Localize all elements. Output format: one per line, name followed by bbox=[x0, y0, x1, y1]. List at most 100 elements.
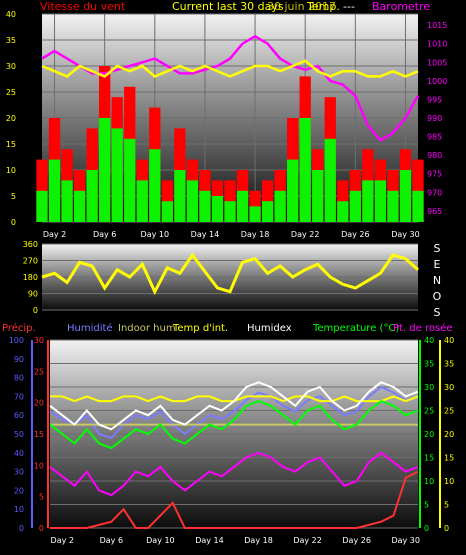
humidex-line bbox=[49, 381, 419, 431]
dew-label: Pt. de rosée bbox=[393, 322, 453, 334]
temperature-tick-label: 25 bbox=[424, 407, 434, 416]
gust-bar bbox=[312, 170, 324, 222]
gust-bar bbox=[236, 190, 249, 222]
humidity-tick-label: 30 bbox=[14, 468, 24, 477]
direction-gridlines bbox=[42, 243, 418, 311]
right-tick-label: 990 bbox=[427, 114, 442, 123]
humidity-tick-label: 10 bbox=[14, 505, 24, 514]
wind-x-axis: Day 2 Day 6 Day 10 Day 14 Day 18 Day 22 Day 26… bbox=[43, 230, 420, 239]
right-tick-label: 970 bbox=[427, 188, 442, 197]
humidity-tick-label: 50 bbox=[14, 430, 24, 439]
x-tick-label: Day 18 bbox=[241, 230, 270, 239]
separator: --- bbox=[343, 0, 355, 13]
indoor-temp-tick-label: 10 bbox=[444, 477, 454, 486]
humidity-tick-label: 0 bbox=[19, 524, 24, 533]
temperature-tick-label: 0 bbox=[424, 524, 429, 533]
x-tick-label: Day 2 bbox=[51, 536, 74, 545]
gust-bar bbox=[249, 206, 261, 222]
current-label: Current last 30 days bbox=[172, 0, 284, 13]
right-tick-label: 995 bbox=[427, 95, 442, 104]
gust-bar bbox=[174, 170, 186, 222]
x-tick-label: Day 6 bbox=[93, 230, 116, 239]
gust-bar bbox=[136, 180, 148, 222]
gust-bar bbox=[412, 190, 424, 222]
humidity-tick-label: 80 bbox=[14, 374, 24, 383]
gust-bar bbox=[387, 190, 399, 222]
indoor-temp-tick-label: 25 bbox=[444, 407, 454, 416]
humidity-tick-label: 100 bbox=[9, 336, 24, 345]
gust-bar bbox=[99, 118, 111, 222]
direction-series bbox=[41, 252, 419, 296]
gust-bar bbox=[399, 170, 412, 222]
gust-bar bbox=[362, 180, 374, 222]
indoor-temp-tick-label: 30 bbox=[444, 383, 454, 392]
temp-axes: 0102030405060708090100051015202530051015… bbox=[9, 336, 454, 533]
gust-bar bbox=[86, 170, 98, 222]
x-tick-label: Day 26 bbox=[341, 230, 370, 239]
humidity-label: Humidité bbox=[67, 322, 113, 334]
dew-point-line bbox=[49, 451, 419, 497]
precip-tick-label: 15 bbox=[34, 430, 44, 439]
gust-bar bbox=[374, 180, 387, 222]
gust-bar bbox=[324, 138, 336, 222]
x-tick-label: Day 14 bbox=[195, 536, 224, 545]
left-tick-label: 20 bbox=[6, 114, 16, 123]
gust-bar bbox=[199, 190, 211, 222]
temperature-line bbox=[49, 399, 419, 450]
humidity-tick-label: 20 bbox=[14, 486, 24, 495]
temp-x-axis: Day 2 Day 6 Day 10 Day 14 Day 18 Day 22 Day 26… bbox=[51, 536, 420, 545]
right-tick-label: 980 bbox=[427, 151, 442, 160]
indoor-hum-label: Indoor hum bbox=[118, 323, 176, 334]
wind-left-axis: 0 5 10 15 20 25 30 35 40 bbox=[6, 10, 16, 227]
temp-label: Temp. bbox=[306, 0, 340, 13]
humidity-line bbox=[49, 385, 419, 439]
direction-left-axis: 0 90 180 270 360 bbox=[23, 240, 38, 315]
x-tick-label: Day 22 bbox=[293, 536, 322, 545]
right-tick-label: 1010 bbox=[427, 40, 447, 49]
gust-bar bbox=[161, 201, 173, 222]
precip-tick-label: 0 bbox=[39, 524, 44, 533]
left-tick-label: 40 bbox=[6, 10, 16, 19]
humidex-label: Humidex bbox=[247, 323, 292, 334]
indoor-temp-tick-label: 20 bbox=[444, 430, 454, 439]
gust-bar bbox=[186, 180, 199, 222]
temp-series bbox=[49, 381, 419, 529]
humidity-tick-label: 40 bbox=[14, 449, 24, 458]
wind-series bbox=[36, 34, 424, 223]
wind-direction-line bbox=[41, 252, 419, 296]
gust-bar bbox=[211, 196, 224, 222]
gust-bar bbox=[73, 190, 86, 222]
compass-label: N bbox=[433, 274, 441, 287]
left-tick-label: 10 bbox=[6, 166, 16, 175]
temperature-tick-label: 20 bbox=[424, 430, 434, 439]
pressure-title: Barometre bbox=[372, 0, 430, 13]
indoor-temp-tick-label: 0 bbox=[444, 524, 449, 533]
left-tick-label: 35 bbox=[6, 36, 16, 45]
pressure-line bbox=[41, 34, 420, 142]
direction-tick-label: 180 bbox=[23, 273, 38, 282]
right-tick-label: 1005 bbox=[427, 58, 447, 67]
temperature-tick-label: 30 bbox=[424, 383, 434, 392]
gust-bar bbox=[274, 190, 286, 222]
x-tick-label: Day 10 bbox=[146, 536, 175, 545]
x-tick-label: Day 22 bbox=[291, 230, 320, 239]
indoor-temp-tick-label: 5 bbox=[444, 501, 449, 510]
x-tick-label: Day 6 bbox=[100, 536, 123, 545]
compass-label: E bbox=[434, 258, 441, 271]
x-tick-label: Day 18 bbox=[244, 536, 273, 545]
x-tick-label: Day 2 bbox=[43, 230, 66, 239]
gust-bar bbox=[61, 180, 73, 222]
gust-bar bbox=[337, 201, 349, 222]
left-tick-label: 30 bbox=[6, 62, 16, 71]
compass-label: S bbox=[434, 306, 441, 319]
humidity-tick-label: 70 bbox=[14, 392, 24, 401]
precip-line bbox=[50, 470, 419, 529]
precip-tick-label: 30 bbox=[34, 336, 44, 345]
gust-bar bbox=[287, 159, 299, 222]
x-tick-label: Day 30 bbox=[391, 230, 420, 239]
gust-bar bbox=[111, 128, 123, 222]
compass-label: S bbox=[434, 242, 441, 255]
gust-bar bbox=[349, 190, 361, 222]
precip-tick-label: 20 bbox=[34, 399, 44, 408]
indoor-temp-tick-label: 15 bbox=[444, 454, 454, 463]
